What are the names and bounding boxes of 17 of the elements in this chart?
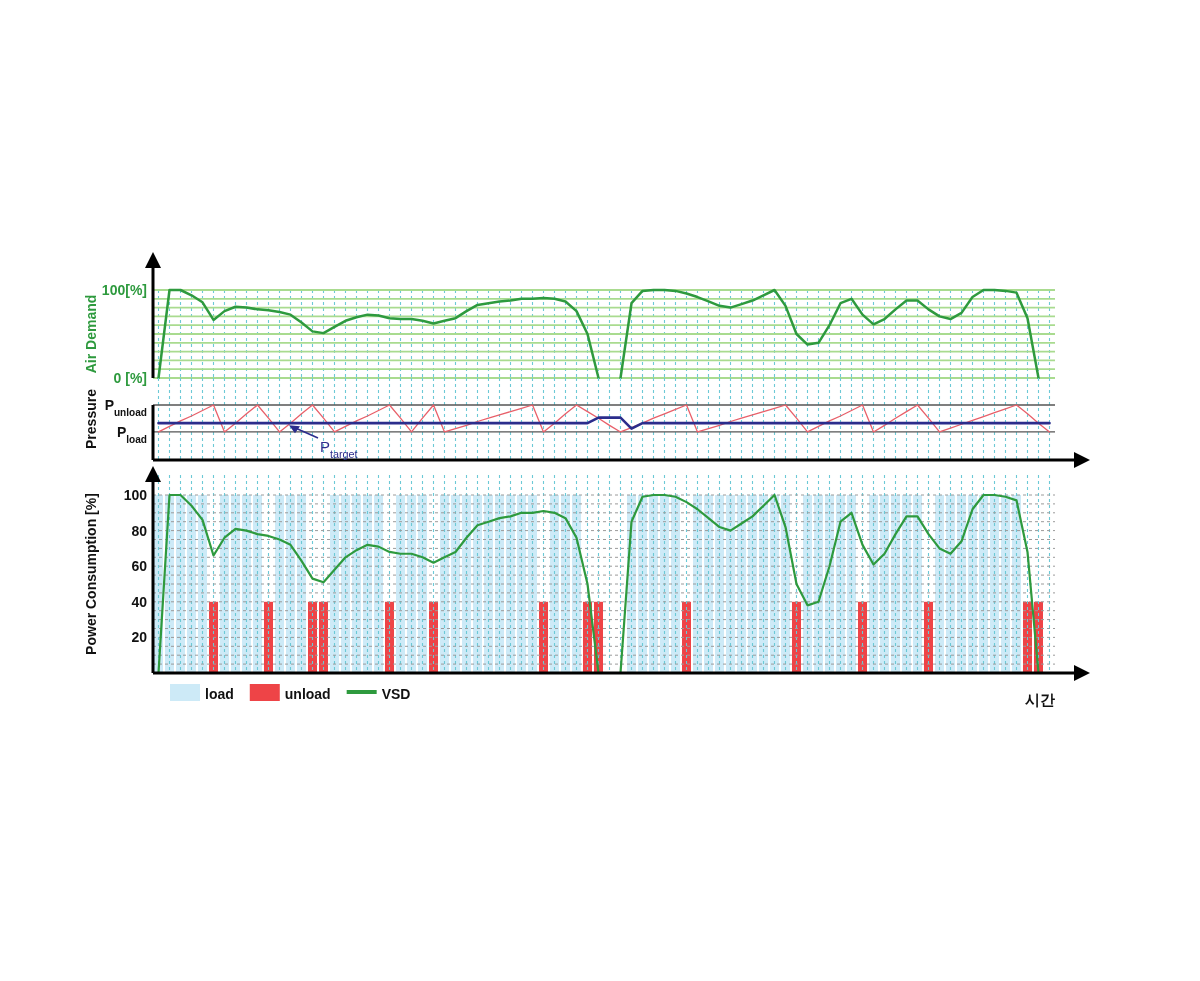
y-tick-label: 100[%] <box>101 282 147 298</box>
y-tick-label: 20 <box>131 629 148 646</box>
legend-label: load <box>205 686 234 702</box>
legend-label: unload <box>284 686 331 702</box>
legend-label: VSD <box>381 686 411 702</box>
y-axis-title: Pressure <box>83 388 99 449</box>
ref-line-label: P$_{unload}$ <box>104 397 147 418</box>
y-tick-label: 60 <box>131 558 148 575</box>
y-tick-label: 80 <box>131 522 148 539</box>
y-axis-title: Power Consumption [%] <box>83 493 99 655</box>
y-tick-label: 0 [%] <box>113 370 147 386</box>
y-tick-label: 40 <box>131 593 148 610</box>
y-axis-title: Air Demand <box>83 294 99 374</box>
ref-line-label: P$_{load}$ <box>116 423 147 445</box>
x-axis-title: 시간 <box>1025 691 1055 708</box>
annotation: P$_{target}$ <box>320 438 358 460</box>
y-tick-label: 100 <box>123 487 148 503</box>
